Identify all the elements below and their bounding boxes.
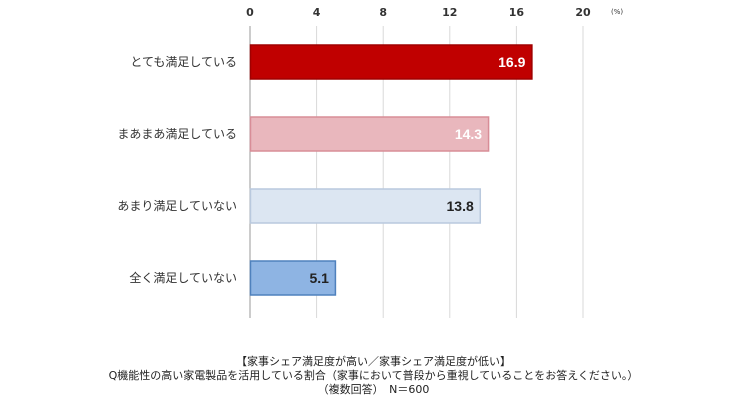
- bars: [249, 44, 533, 296]
- bar: [249, 260, 337, 296]
- data-label: 13.8: [447, 198, 474, 214]
- category-label: 全く満足していない: [129, 270, 237, 285]
- x-tick-label: 12: [442, 6, 457, 19]
- bar: [249, 44, 533, 80]
- x-tick-label: 16: [509, 6, 525, 19]
- bar: [249, 188, 482, 224]
- x-tick-label: 8: [379, 6, 387, 19]
- x-axis-ticks: 0 4 8 12 16 20: [246, 6, 591, 19]
- chart-caption-sample: （複数回答） N＝600: [317, 383, 430, 396]
- category-label: あまり満足していない: [117, 199, 237, 213]
- data-label: 5.1: [309, 270, 329, 286]
- bar: [249, 116, 490, 152]
- unit-label: (%): [611, 8, 623, 16]
- data-labels: 16.9 14.3 13.8 5.1: [309, 54, 525, 286]
- category-label: まあまあ満足している: [117, 127, 237, 141]
- x-tick-label: 20: [575, 6, 591, 19]
- category-label: とても満足している: [130, 55, 237, 69]
- x-tick-label: 4: [313, 6, 321, 19]
- chart-caption-question: Q機能性の高い家電製品を活用している割合（家事において普段から重視していることを…: [108, 369, 639, 382]
- data-label: 14.3: [455, 126, 482, 142]
- data-label: 16.9: [498, 54, 525, 70]
- x-tick-label: 0: [246, 6, 254, 19]
- chart-caption-title: 【家事シェア満足度が高い／家事シェア満足度が低い】: [236, 355, 511, 368]
